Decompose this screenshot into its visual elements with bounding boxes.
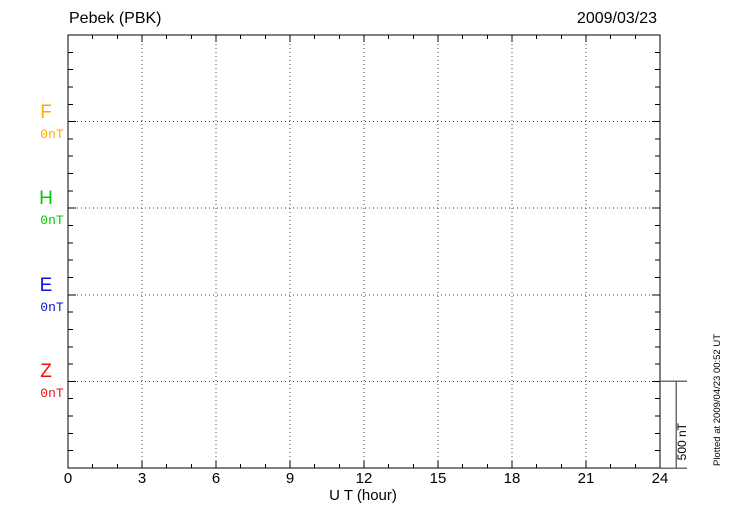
xtick-label-24: 24 xyxy=(651,470,669,487)
component-baseline-value-F: 0nT xyxy=(40,126,64,142)
xtick-label-0: 0 xyxy=(63,470,73,487)
component-baseline-value-H: 0nT xyxy=(40,213,64,229)
plot-date: 2009/03/23 xyxy=(576,10,657,27)
xtick-label-15: 15 xyxy=(429,470,447,487)
xtick-label-3: 3 xyxy=(137,470,147,487)
xtick-label-6: 6 xyxy=(211,470,221,487)
component-label-F: F xyxy=(40,101,52,123)
xtick-label-9: 9 xyxy=(285,470,295,487)
scale-bar-label-text: 500 nT xyxy=(675,422,689,461)
xtick-label-12: 12 xyxy=(355,470,373,487)
x-axis-title: U T (hour) xyxy=(329,487,397,504)
component-baseline-value-Z: 0nT xyxy=(40,386,64,402)
xtick-label-21: 21 xyxy=(577,470,595,487)
component-label-E: E xyxy=(39,274,53,296)
xtick-label-18: 18 xyxy=(503,470,521,487)
component-baseline-value-E: 0nT xyxy=(40,299,64,315)
plotted-at-note-text: Plotted at 2009/04/23 00:52 UT xyxy=(712,333,723,467)
component-label-Z: Z xyxy=(40,361,52,383)
station-title: Pebek (PBK) xyxy=(69,10,162,27)
component-label-H: H xyxy=(39,188,53,210)
